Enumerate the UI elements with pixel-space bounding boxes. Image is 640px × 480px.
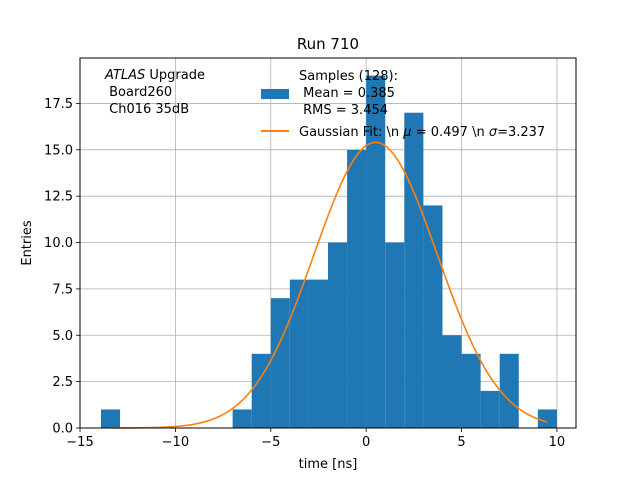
legend-fit-suffix: =3.237 xyxy=(497,125,545,140)
histogram-bar xyxy=(347,149,367,428)
x-tick-label: −15 xyxy=(66,435,93,450)
y-tick-label: 5.0 xyxy=(52,329,73,344)
annotation-upgrade: Upgrade xyxy=(145,68,205,83)
legend-fit-prefix: Gaussian Fit: \n xyxy=(299,125,403,140)
annotation-board: Board260 xyxy=(105,85,172,100)
legend: Samples (128): Mean = 0.385 RMS = 3.454 … xyxy=(261,69,545,140)
histogram-bar xyxy=(270,298,290,428)
histogram-bar xyxy=(100,409,121,428)
annotation-channel: Ch016 35dB xyxy=(105,102,189,117)
histogram-bar xyxy=(442,335,462,428)
annotation-line-1: ATLAS Upgrade xyxy=(104,68,205,83)
atlas-annotation: ATLAS Upgrade Board260 Ch016 35dB xyxy=(104,68,205,117)
histogram-bar xyxy=(537,409,557,428)
plot-frame xyxy=(79,57,577,429)
legend-fit-sigma: σ xyxy=(489,125,498,140)
y-tick-label: 0.0 xyxy=(52,422,73,437)
histogram-bar xyxy=(308,279,328,428)
y-tick-label: 7.5 xyxy=(52,282,73,297)
y-tick-label: 17.5 xyxy=(44,97,73,112)
histogram-bar xyxy=(251,353,271,428)
histogram-bar xyxy=(328,242,348,428)
y-tick-label: 12.5 xyxy=(44,190,73,205)
histogram-bar xyxy=(366,75,386,428)
histogram-bar xyxy=(404,112,424,428)
histogram-bar xyxy=(461,353,481,428)
x-tick-label: 10 xyxy=(549,435,566,450)
x-tick-label: −5 xyxy=(261,435,280,450)
legend-samples-mean: Mean = 0.385 xyxy=(299,86,395,101)
y-axis-label: Entries xyxy=(20,220,35,266)
y-tick-label: 15.0 xyxy=(44,143,73,158)
annotation-atlas: ATLAS xyxy=(104,68,145,83)
legend-samples-swatch xyxy=(261,89,289,99)
x-tick-label: 5 xyxy=(457,435,465,450)
histogram-bar xyxy=(499,353,519,428)
x-tick-label: 0 xyxy=(362,435,370,450)
x-tick-label: −10 xyxy=(162,435,189,450)
histogram-bar xyxy=(385,242,405,428)
axis-ticks: −15 −10 −5 0 5 10 0.0 2.5 5.0 7.5 10.0 12.5 15.0 17.5 xyxy=(44,97,565,450)
gaussian-fit-line xyxy=(110,141,548,429)
legend-fit-label: Gaussian Fit: \n μ = 0.497 \n σ=3.237 xyxy=(299,125,545,140)
x-axis-label: time [ns] xyxy=(299,457,358,472)
histogram-bar xyxy=(423,205,443,428)
y-tick-label: 10.0 xyxy=(44,236,73,251)
gaussian-fit xyxy=(110,141,548,429)
histogram-bar xyxy=(232,409,252,428)
legend-fit-mu: μ xyxy=(402,125,411,140)
legend-samples-rms: RMS = 3.454 xyxy=(299,103,388,118)
y-tick-label: 2.5 xyxy=(52,375,73,390)
legend-fit-middle: = 0.497 \n xyxy=(412,125,489,140)
legend-samples-title: Samples (128): xyxy=(299,69,398,84)
histogram-bar xyxy=(480,390,500,428)
chart-title: Run 710 xyxy=(297,35,359,53)
histogram-bar xyxy=(289,279,309,428)
